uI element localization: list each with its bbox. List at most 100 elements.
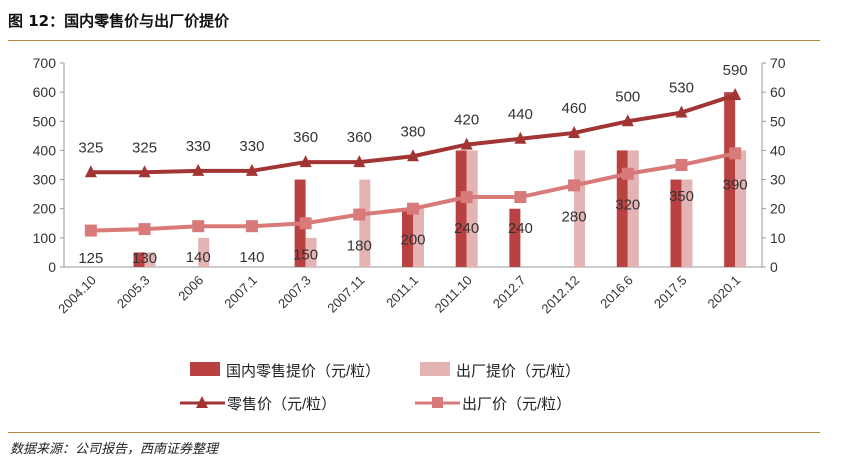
triangle-marker <box>675 105 688 118</box>
data-label: 240 <box>508 220 533 237</box>
bar-ex-factory-increase <box>144 252 156 267</box>
footer-rule <box>8 432 820 433</box>
square-marker <box>675 159 688 171</box>
triangle-marker <box>729 88 742 101</box>
data-label: 350 <box>669 188 694 205</box>
data-label: 140 <box>186 249 211 266</box>
legend-square-icon <box>432 397 443 408</box>
right-tick-label: 10 <box>770 230 786 246</box>
data-label: 140 <box>239 249 264 266</box>
x-tick-label: 2017.5 <box>651 273 690 312</box>
data-label: 420 <box>454 112 479 129</box>
left-tick-label: 300 <box>33 172 57 188</box>
legend-triangle-icon <box>196 396 208 408</box>
triangle-marker <box>407 149 419 162</box>
figure-title: 图 12：国内零售价与出厂价提价 <box>8 12 230 30</box>
x-tick-label: 2011.10 <box>432 273 475 316</box>
right-tick-label: 0 <box>770 259 778 275</box>
x-tick-label: 2007.1 <box>221 273 260 312</box>
bar-ex-factory-increase <box>735 150 747 267</box>
square-marker <box>621 167 634 180</box>
square-marker <box>568 179 581 192</box>
x-tick-label: 2011.1 <box>383 273 421 311</box>
square-marker <box>299 217 312 230</box>
triangle-marker <box>138 165 151 178</box>
data-label: 325 <box>132 139 157 156</box>
data-label: 330 <box>239 138 264 155</box>
data-label: 240 <box>454 220 479 237</box>
x-tick-label: 2004.10 <box>55 273 99 317</box>
triangle-marker <box>245 163 258 176</box>
bar-retail-increase <box>509 208 521 267</box>
bar-ex-factory-increase <box>574 150 586 267</box>
data-label: 360 <box>293 129 318 146</box>
data-label: 360 <box>347 129 372 146</box>
data-label: 440 <box>508 106 533 123</box>
bar-ex-factory-increase <box>305 237 317 267</box>
left-tick-label: 400 <box>33 142 57 158</box>
title-rule <box>8 40 820 41</box>
square-marker <box>353 208 366 221</box>
data-label: 320 <box>615 197 640 214</box>
bar-retail-increase <box>724 92 736 268</box>
triangle-marker <box>621 114 634 127</box>
right-tick-label: 60 <box>770 84 786 100</box>
data-label: 500 <box>615 88 640 105</box>
legend-swatch <box>190 362 220 376</box>
legend-swatch <box>420 362 450 376</box>
x-tick-label: 2016.6 <box>597 273 636 312</box>
x-tick-label: 2012.12 <box>538 273 582 317</box>
bar-retail-increase <box>616 150 628 267</box>
right-tick-label: 20 <box>770 201 786 217</box>
left-tick-label: 600 <box>33 84 57 100</box>
data-label: 390 <box>723 176 748 193</box>
legend-label: 出厂价（元/粒） <box>462 396 571 413</box>
data-label: 330 <box>186 138 211 155</box>
triangle-marker <box>299 155 312 168</box>
square-marker <box>514 191 527 204</box>
bar-ex-factory-increase <box>681 179 693 267</box>
data-label: 325 <box>78 139 103 156</box>
x-tick-label: 2007.3 <box>275 273 314 312</box>
square-marker <box>729 147 742 160</box>
triangle-marker <box>460 137 473 150</box>
data-label: 130 <box>132 250 157 267</box>
source-note: 数据来源：公司报告，西南证券整理 <box>10 442 219 457</box>
right-tick-label: 70 <box>770 55 786 71</box>
x-tick-label: 2012.7 <box>490 273 529 312</box>
square-marker <box>192 220 205 233</box>
left-tick-label: 0 <box>48 259 56 275</box>
data-label: 150 <box>293 246 318 263</box>
legend-label: 出厂提价（元/粒） <box>456 363 580 380</box>
square-marker <box>460 191 473 204</box>
chart: 0 100 200 300 400 500 600 700 0 10 20 30 40 50 60 70 200… <box>33 55 786 413</box>
bar-retail-increase <box>670 179 682 267</box>
triangle-marker <box>514 131 527 144</box>
data-label: 530 <box>669 80 694 97</box>
square-marker <box>84 224 97 237</box>
data-label: 180 <box>347 238 372 255</box>
x-tick-label: 2007.11 <box>324 273 367 316</box>
legend-label: 零售价（元/粒） <box>227 396 336 413</box>
x-tick-label: 2020.1 <box>705 273 744 312</box>
triangle-marker <box>568 125 581 138</box>
data-label: 125 <box>78 250 103 267</box>
square-marker <box>138 223 151 236</box>
x-tick-label: 2006 <box>175 273 206 304</box>
bar-ex-factory-increase <box>359 179 371 267</box>
triangle-marker <box>353 155 366 168</box>
data-label: 590 <box>723 62 748 79</box>
square-marker <box>407 202 419 215</box>
left-tick-label: 500 <box>33 113 57 129</box>
data-label: 200 <box>400 232 425 249</box>
data-label: 380 <box>400 123 425 140</box>
x-tick-label: 2005.3 <box>114 273 153 312</box>
bar-ex-factory-increase <box>413 208 424 267</box>
square-marker <box>245 220 258 233</box>
legend-label: 国内零售提价（元/粒） <box>226 363 380 380</box>
left-tick-label: 100 <box>33 230 57 246</box>
triangle-marker <box>192 163 205 176</box>
bar-ex-factory-increase <box>466 150 478 267</box>
left-tick-label: 700 <box>33 55 57 71</box>
right-tick-label: 50 <box>770 113 786 129</box>
